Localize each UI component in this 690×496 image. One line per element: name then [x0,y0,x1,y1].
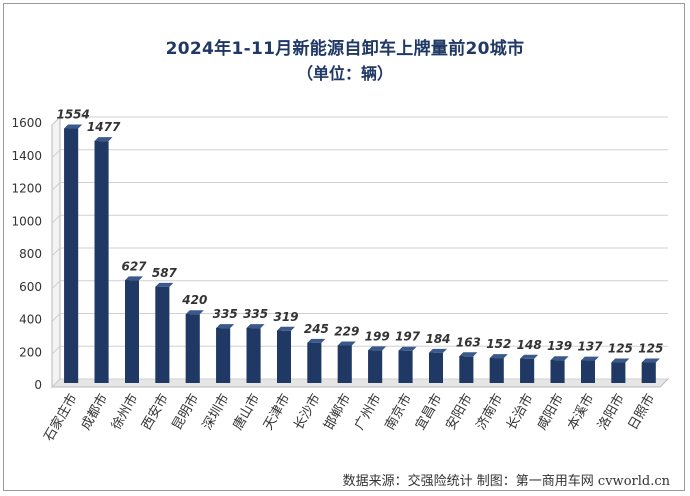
bar-top [247,324,265,328]
bar-top [216,324,234,328]
y-tick-label: 1200 [11,182,42,196]
x-tick-label: 济南市 [473,391,506,433]
x-tick-label: 深圳市 [199,391,232,433]
data-label: 229 [334,325,359,339]
x-tick-label: 咸阳市 [534,391,567,433]
x-tick-label: 天津市 [260,391,293,433]
bar-top [642,359,660,363]
bar [520,359,534,383]
x-tick-label: 成都市 [78,391,111,433]
bar-top [490,354,508,358]
bar-top [399,347,417,351]
x-tick-label: 长治市 [503,391,536,433]
x-tick-label: 南京市 [382,391,415,433]
bar [186,314,200,383]
data-label: 197 [395,330,421,344]
x-tick-label: 本溪市 [564,391,597,433]
bar [216,328,230,383]
x-tick-label: 宜昌市 [412,391,445,433]
bar-top [125,276,143,280]
data-label: 139 [547,339,572,353]
bar [429,353,443,383]
data-label: 245 [304,322,329,336]
bar [277,331,291,383]
x-tick-label: 昆明市 [169,391,202,433]
y-axis: 0 200 400 600 800 1000 1200 1400 1600 [11,116,42,392]
bar-top [459,352,477,356]
data-label: 335 [243,307,268,321]
bar-top [155,283,173,287]
bar [581,361,595,383]
data-label: 125 [608,342,633,356]
y-tick-label: 1400 [11,149,42,163]
x-tick-label: 长沙市 [290,391,323,433]
bar [368,350,382,383]
bar-top [551,356,569,360]
y-tick-label: 1600 [11,116,42,130]
y-tick-label: 800 [19,247,42,261]
data-label: 125 [638,342,663,356]
data-label: 184 [425,332,450,346]
data-label: 627 [121,259,147,273]
bar [64,129,78,383]
y-tick-label: 1000 [11,214,42,228]
bar [642,363,656,383]
x-tick-label: 徐州市 [108,391,141,433]
source-note: 数据来源：交强险统计 制图：第一商用车网 cvworld.cn [343,470,670,489]
y-tick-label: 600 [19,280,42,294]
bar [611,363,625,383]
gridlines [52,117,668,387]
data-label: 163 [456,335,481,349]
x-tick-label: 日照市 [625,391,658,433]
floor [52,379,668,387]
y-tick-label: 200 [19,345,42,359]
data-label: 152 [486,337,511,351]
bar [459,356,473,383]
bar [247,328,261,383]
bar [551,360,565,383]
data-label: 1554 [56,108,89,122]
bar [490,358,504,383]
x-tick-label: 广州市 [351,391,384,433]
data-label: 335 [213,307,238,321]
bar [307,343,321,383]
x-tick-label: 邯郸市 [321,391,354,433]
data-label: 420 [181,293,207,307]
bar [399,351,413,383]
data-label: 137 [577,340,603,354]
x-tick-label: 西安市 [138,391,171,433]
bar-top [520,355,538,359]
data-label: 319 [273,310,298,324]
y-tick-label: 400 [19,313,42,327]
x-tick-label: 唐山市 [230,391,263,433]
bar-top [368,346,386,350]
data-label: 1477 [87,120,121,134]
y-tick-label: 0 [34,378,42,392]
bar [125,280,139,383]
data-label: 199 [365,329,390,343]
x-tick-label: 安阳市 [442,391,475,433]
bar-top [611,359,629,363]
bar [338,346,352,383]
bar-top [307,339,325,343]
x-axis: 石家庄市成都市徐州市西安市昆明市深圳市唐山市天津市长沙市邯郸市广州市南京市宜昌市… [41,391,658,444]
data-label: 148 [517,338,542,352]
x-tick-label: 石家庄市 [41,391,81,444]
bar-top [338,342,356,346]
bar [95,141,109,383]
bar [155,287,169,383]
data-label: 587 [152,266,178,280]
bar-top [95,137,113,141]
x-tick-label: 洛阳市 [594,391,627,433]
bar-top [277,327,295,331]
bar-top [64,125,82,129]
bar-top [429,349,447,353]
bar-top [581,357,599,361]
